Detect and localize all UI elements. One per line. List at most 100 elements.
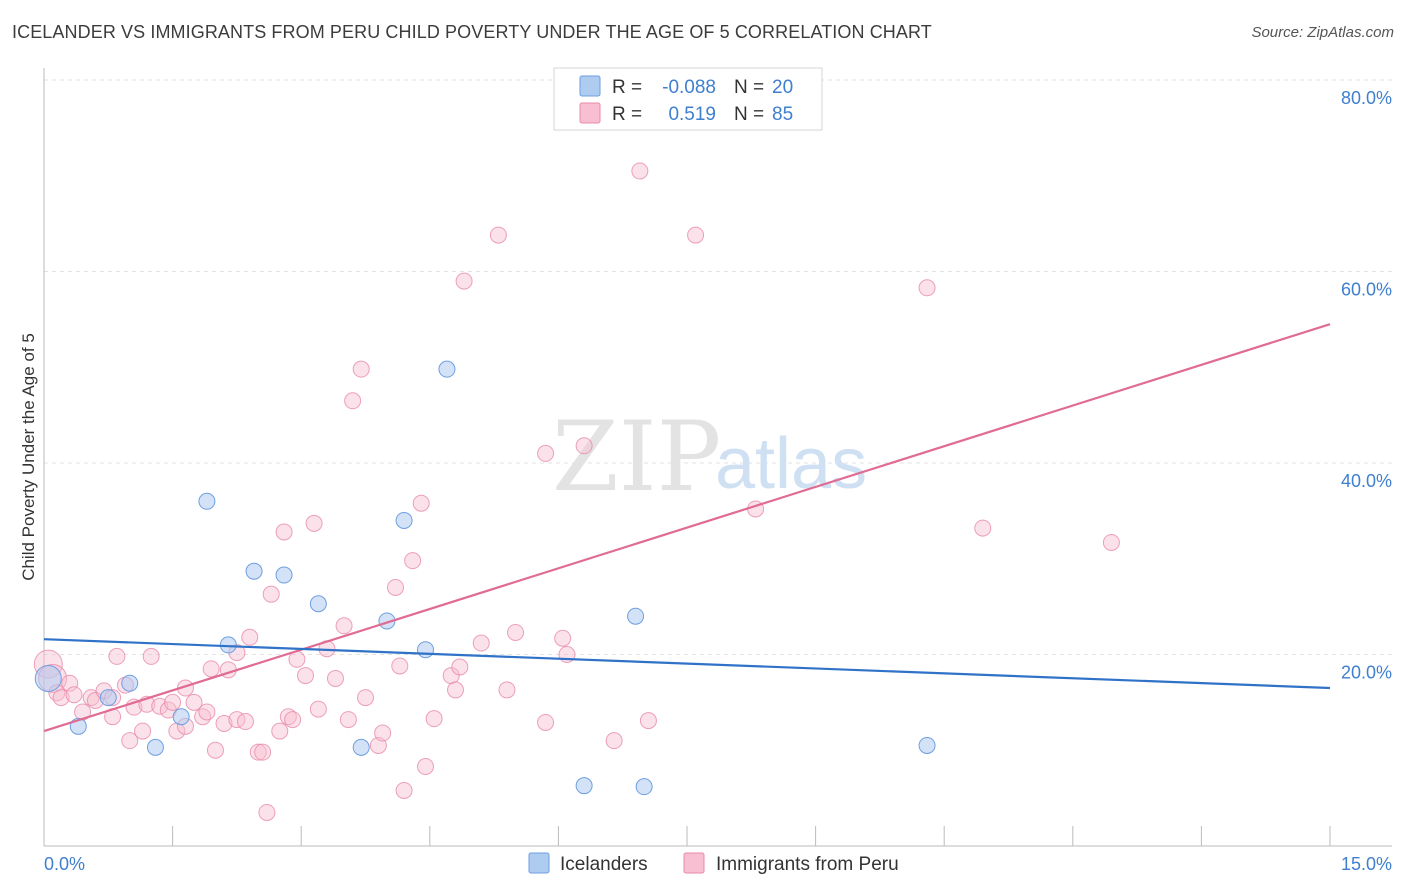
y-tick-label: 20.0% — [1341, 663, 1392, 683]
peru-point — [498, 681, 516, 699]
peru-point — [339, 711, 357, 729]
peru-point — [198, 703, 216, 721]
peru-point — [236, 713, 254, 731]
peru-point — [326, 669, 344, 687]
legend-n-value-peru: 85 — [772, 104, 793, 125]
icelander-point — [627, 607, 645, 625]
peru-point — [271, 722, 289, 740]
y-tick-label: 40.0% — [1341, 471, 1392, 491]
peru-point — [472, 634, 490, 652]
peru-point — [387, 578, 405, 596]
legend-r-label-peru: R = — [612, 104, 642, 125]
peru-point — [395, 781, 413, 799]
legend-n-label-icelanders: N = — [734, 77, 764, 98]
peru-point — [241, 628, 259, 646]
correlation-legend: R = -0.088 N = 20 R = 0.519 N = 85 — [553, 67, 823, 131]
peru-point — [309, 700, 327, 718]
peru-point — [455, 272, 473, 290]
peru-point — [412, 494, 430, 512]
peru-point — [249, 743, 267, 761]
icelander-point — [918, 736, 936, 754]
axes — [43, 68, 1392, 847]
legend-r-value-peru: 0.519 — [668, 104, 716, 125]
peru-point — [918, 279, 936, 297]
peru-point — [687, 226, 705, 244]
peru-point — [305, 514, 323, 532]
legend-swatch-icelanders — [579, 75, 601, 97]
watermark-atlas: atlas — [715, 424, 867, 504]
peru-point — [206, 741, 224, 759]
peru-point — [121, 732, 139, 750]
icelander-point — [352, 738, 370, 756]
icelander-point — [438, 360, 456, 378]
icelander-point — [172, 708, 190, 726]
legend-r-label-icelanders: R = — [612, 77, 642, 98]
icelander-point — [575, 777, 593, 795]
icelander-point — [245, 562, 263, 580]
gridlines — [44, 79, 1392, 655]
legend-n-label-peru: N = — [734, 104, 764, 125]
peru-point — [108, 647, 126, 665]
watermark: ZIP atlas — [552, 401, 867, 513]
peru-point — [447, 681, 465, 699]
peru-point — [489, 226, 507, 244]
peru-point — [357, 689, 374, 707]
x-axis-ticks — [43, 826, 1331, 846]
peru-point — [631, 162, 649, 180]
trend-line-peru — [43, 323, 1331, 733]
peru-point — [142, 647, 160, 665]
peru-point — [284, 711, 302, 729]
chart-title: ICELANDER VS IMMIGRANTS FROM PERU CHILD … — [12, 22, 932, 42]
peru-point — [639, 712, 657, 730]
y-axis-title: Child Poverty Under the Age of 5 — [19, 333, 38, 581]
peru-point — [575, 437, 593, 455]
icelander-point — [198, 492, 216, 510]
trend-line-icelanders — [43, 638, 1331, 690]
icelander-point — [99, 689, 117, 707]
peru-point — [275, 523, 293, 541]
series-peru-points — [33, 162, 1120, 821]
icelander-point — [395, 511, 413, 529]
icelander-point — [121, 674, 139, 692]
peru-point — [228, 711, 246, 729]
icelander-point — [34, 664, 62, 692]
bottom-legend-label-peru: Immigrants from Peru — [716, 854, 899, 875]
icelander-point — [417, 641, 435, 659]
peru-point — [451, 658, 469, 676]
peru-point — [254, 743, 272, 761]
peru-point — [335, 617, 353, 635]
peru-point — [974, 519, 992, 537]
peru-point — [605, 732, 623, 750]
peru-point — [537, 713, 555, 731]
legend-r-value-icelanders: -0.088 — [662, 77, 716, 98]
watermark-zip: ZIP — [552, 401, 721, 513]
peru-point — [344, 392, 362, 410]
peru-point — [65, 686, 83, 704]
peru-point — [185, 693, 203, 711]
chart-source: Source: ZipAtlas.com — [1251, 24, 1394, 41]
peru-point — [554, 629, 572, 647]
peru-point — [425, 710, 443, 728]
peru-point — [404, 552, 422, 570]
icelander-point — [309, 595, 327, 613]
y-tick-label: 80.0% — [1341, 88, 1392, 108]
y-tick-label: 60.0% — [1341, 280, 1392, 300]
icelander-point — [275, 566, 293, 584]
peru-point — [52, 689, 70, 707]
peru-point — [258, 803, 276, 821]
bottom-legend-swatch-peru — [683, 852, 705, 874]
peru-point — [352, 360, 370, 378]
peru-point — [215, 714, 233, 732]
bottom-legend-swatch-icelanders — [528, 852, 550, 874]
peru-point — [296, 667, 314, 685]
bottom-legend-label-icelanders: Icelanders — [560, 854, 648, 875]
trend-lines — [43, 323, 1331, 733]
peru-point — [374, 724, 392, 742]
peru-point — [1102, 533, 1120, 551]
legend-swatch-peru — [579, 102, 601, 124]
icelander-point — [635, 778, 653, 796]
x-tick-label-max: 15.0% — [1341, 854, 1392, 874]
series-icelanders-points — [34, 360, 936, 796]
series-legend: Icelanders Immigrants from Peru — [528, 852, 899, 875]
peru-point — [262, 585, 280, 603]
